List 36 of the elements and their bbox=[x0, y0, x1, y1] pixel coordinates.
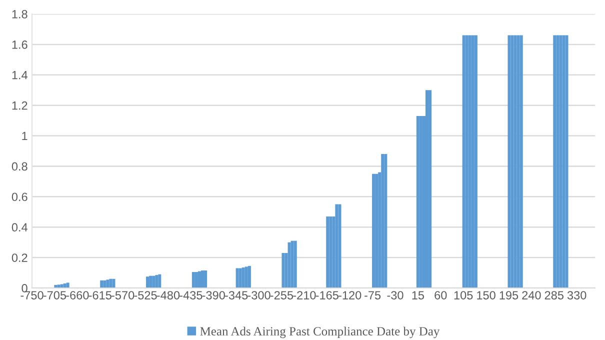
y-tick-label: 0 bbox=[22, 284, 28, 292]
x-tick-label: -615 bbox=[88, 291, 112, 300]
y-tick-label: 1 bbox=[22, 132, 28, 140]
x-tick-label: -525 bbox=[134, 291, 157, 300]
legend-label: Mean Ads Airing Past Compliance Date by Day bbox=[200, 326, 440, 338]
x-tick-label: -210 bbox=[293, 291, 316, 300]
x-tick-label: -345 bbox=[225, 291, 248, 300]
x-tick-label: 105 bbox=[454, 291, 473, 300]
x-tick-label: -480 bbox=[156, 291, 180, 300]
y-tick-label: 0.2 bbox=[12, 254, 28, 262]
y-tick-label: 1.4 bbox=[12, 71, 28, 80]
x-tick-label: 60 bbox=[434, 291, 447, 300]
y-tick-label: 1.8 bbox=[12, 10, 28, 18]
x-tick-label: -570 bbox=[112, 291, 134, 300]
y-tick-label: 0.8 bbox=[12, 162, 28, 171]
x-tick-label: 15 bbox=[412, 291, 424, 300]
y-tick-label: 1.6 bbox=[12, 40, 28, 49]
y-tick-label: 1.2 bbox=[12, 101, 28, 110]
y-tick-label: 0.6 bbox=[12, 192, 28, 202]
x-tick-label: -705 bbox=[43, 291, 66, 300]
x-tick-label: -165 bbox=[316, 291, 338, 300]
x-tick-label: -660 bbox=[66, 291, 89, 300]
x-tick-label: -750 bbox=[20, 291, 44, 300]
x-tick-label: -435 bbox=[180, 291, 202, 300]
y-tick-label: 0.4 bbox=[12, 223, 28, 232]
x-tick-label: -30 bbox=[387, 291, 404, 300]
x-tick-label: -120 bbox=[338, 291, 362, 300]
x-tick-label: -390 bbox=[202, 291, 225, 300]
x-tick-label: 285 bbox=[544, 291, 564, 300]
x-tick-label: -75 bbox=[364, 291, 381, 300]
x-tick-label: -300 bbox=[248, 291, 270, 300]
x-tick-label: 195 bbox=[500, 291, 518, 300]
x-tick-label: 330 bbox=[567, 291, 586, 300]
x-tick-label: -255 bbox=[270, 291, 294, 300]
x-tick-label: 150 bbox=[477, 291, 496, 300]
x-tick-label: 240 bbox=[522, 291, 541, 300]
